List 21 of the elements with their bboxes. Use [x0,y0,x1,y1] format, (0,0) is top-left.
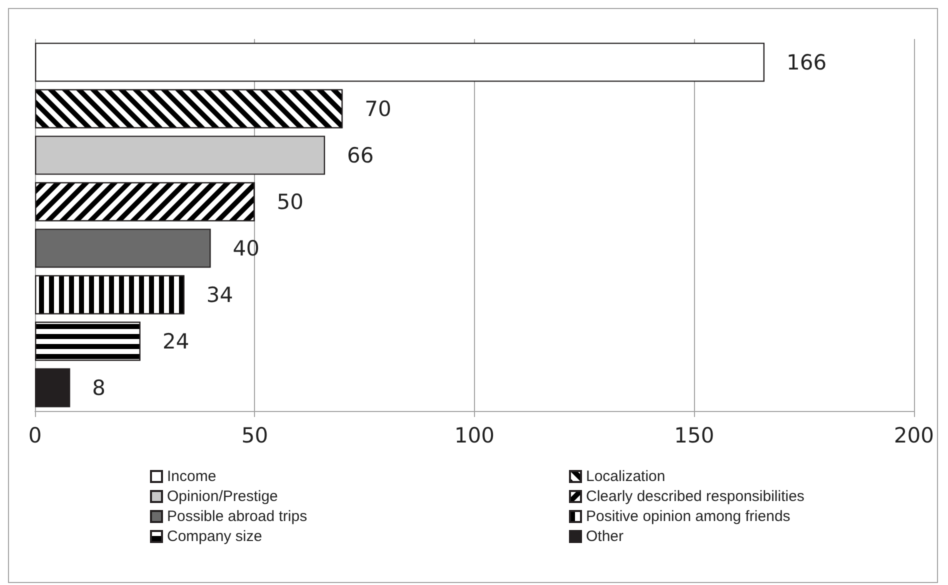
legend-label: Possible abroad trips [167,508,308,525]
data-label: 24 [162,329,190,354]
x-tick-label: 150 [674,424,714,448]
x-tick-label: 100 [454,424,495,448]
legend-label: Company size [167,528,262,545]
data-label: 40 [232,236,260,260]
data-label: 8 [92,376,106,400]
x-tick-label: 200 [894,424,934,448]
legend-label: Positive opinion among friends [586,508,790,525]
data-label: 50 [276,190,304,214]
x-tick-label: 0 [28,424,42,448]
data-label: 34 [206,282,234,307]
data-label: 70 [364,96,392,121]
legend-label: Other [586,528,624,545]
legend-label: Localization [586,468,666,485]
data-label: 166 [786,50,827,74]
legend-label: Clearly described responsibilities [586,488,804,505]
data-label: 66 [347,143,374,168]
x-tick-label: 50 [241,424,268,448]
legend-label: Opinion/Prestige [167,488,278,505]
legend-label: Income [167,468,216,485]
